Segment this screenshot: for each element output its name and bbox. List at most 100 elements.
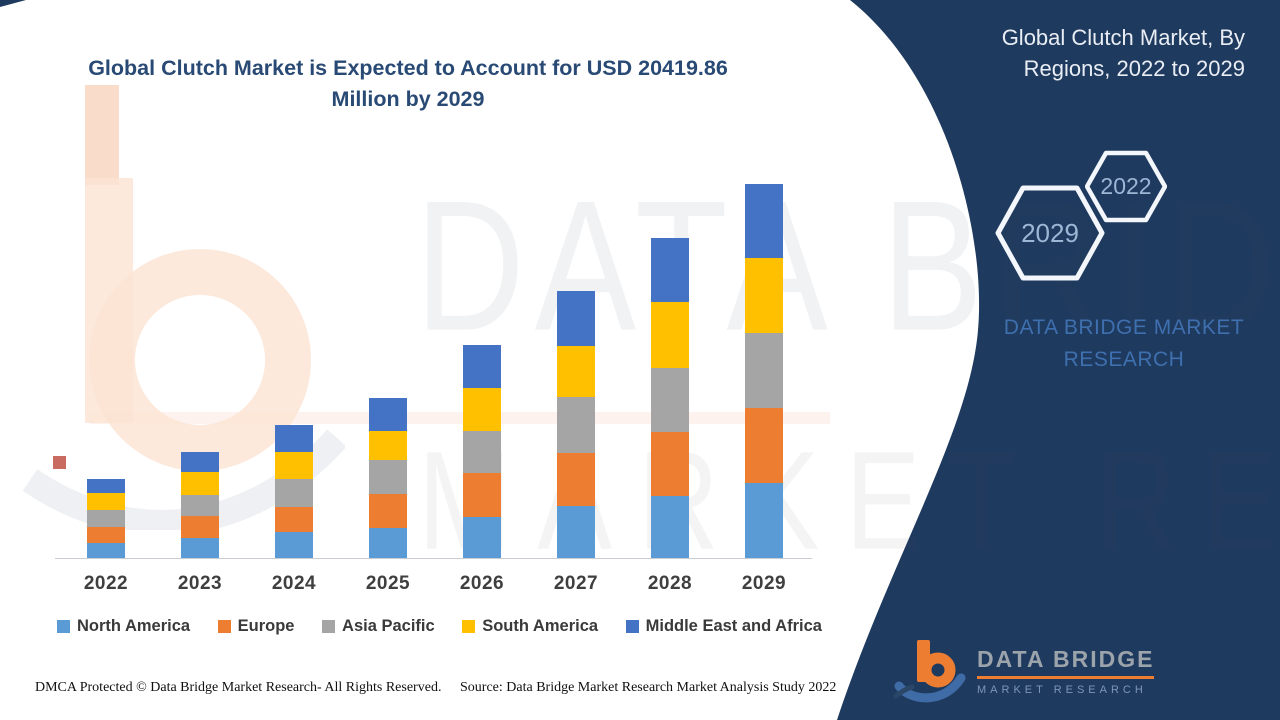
segment-middle-east-and-africa — [87, 479, 125, 493]
stacked-bar-2028 — [651, 238, 689, 558]
bar-column-2022: 2022 — [80, 178, 132, 595]
bar-area-2023 — [181, 178, 219, 558]
segment-south-america — [745, 258, 783, 333]
legend-item-asia-pacific: Asia Pacific — [322, 617, 435, 636]
x-axis-label-2022: 2022 — [83, 573, 129, 594]
corner-accent — [0, 0, 26, 7]
side-panel-background — [837, 0, 1280, 720]
segment-asia-pacific — [745, 333, 783, 408]
legend-swatch-europe — [217, 620, 231, 633]
bar-column-2024: 2024 — [268, 178, 320, 595]
bar-area-2022 — [87, 178, 125, 558]
legend-item-europe: Europe — [217, 617, 295, 636]
bar-column-2026: 2026 — [456, 178, 508, 595]
segment-europe — [463, 473, 501, 517]
legend-swatch-middle-east-and-africa — [625, 620, 639, 633]
hexagon-outline-icon — [1085, 150, 1167, 223]
segment-asia-pacific — [463, 431, 501, 473]
segment-south-america — [275, 452, 313, 479]
hexagon-badge-2022: 2022 — [1085, 150, 1167, 223]
segment-south-america — [463, 388, 501, 431]
bar-column-2028: 2028 — [644, 178, 696, 595]
legend-label-europe: Europe — [237, 617, 295, 635]
segment-south-america — [651, 302, 689, 368]
segment-north-america — [651, 496, 689, 558]
panel-brand-text: DATA BRIDGE MARKET RESEARCH — [1003, 316, 1245, 371]
data-bridge-logo-icon — [893, 640, 966, 703]
segment-north-america — [557, 506, 595, 558]
bar-area-2029 — [745, 178, 783, 558]
logo-sub-text: MARKET RESEARCH — [977, 684, 1147, 696]
logo-brand-text: DATA BRIDGE — [977, 646, 1155, 679]
segment-europe — [745, 408, 783, 483]
chart-headline: Global Clutch Market is Expected to Acco… — [88, 56, 728, 111]
bar-column-2023: 2023 — [174, 178, 226, 595]
segment-asia-pacific — [557, 397, 595, 453]
legend-label-south-america: South America — [482, 617, 599, 635]
x-axis-line — [55, 558, 812, 559]
x-axis-label-2029: 2029 — [741, 573, 787, 594]
stacked-bar-2022 — [87, 479, 125, 558]
bar-chart: 2022 2023 2024 2025 2026 2027 2028 2029 — [80, 178, 790, 595]
x-axis-label-2026: 2026 — [459, 573, 505, 594]
segment-south-america — [557, 346, 595, 397]
stacked-bar-2024 — [275, 425, 313, 558]
segment-europe — [181, 516, 219, 538]
segment-south-america — [181, 472, 219, 495]
segment-europe — [369, 494, 407, 528]
x-axis-label-2028: 2028 — [647, 573, 693, 594]
chart-legend: North America Europe Asia Pacific South Ame… — [57, 617, 822, 636]
segment-middle-east-and-africa — [745, 184, 783, 258]
segment-middle-east-and-africa — [181, 452, 219, 472]
bar-area-2025 — [369, 178, 407, 558]
legend-swatch-asia-pacific — [322, 620, 336, 633]
legend-label-middle-east-and-africa: Middle East and Africa — [645, 617, 822, 635]
bar-column-2027: 2027 — [550, 178, 602, 595]
hexagon-outline-icon — [995, 185, 1105, 281]
segment-middle-east-and-africa — [463, 345, 501, 388]
segment-asia-pacific — [651, 368, 689, 432]
segment-asia-pacific — [275, 479, 313, 507]
x-axis-label-2025: 2025 — [365, 573, 411, 594]
legend-item-north-america: North America — [57, 617, 190, 636]
segment-south-america — [369, 431, 407, 460]
hexagon-2022-label: 2022 — [1100, 173, 1152, 199]
bar-area-2024 — [275, 178, 313, 558]
stacked-bar-2023 — [181, 452, 219, 558]
x-axis-label-2024: 2024 — [271, 573, 317, 594]
x-axis-label-2023: 2023 — [177, 573, 223, 594]
segment-north-america — [745, 483, 783, 558]
source-note: Source: Data Bridge Market Research Mark… — [460, 680, 837, 695]
segment-north-america — [275, 532, 313, 558]
bar-column-2029: 2029 — [738, 178, 790, 595]
segment-middle-east-and-africa — [275, 425, 313, 452]
legend-label-north-america: North America — [77, 617, 191, 635]
hexagon-badge-2029: 2029 — [995, 184, 1105, 282]
segment-asia-pacific — [181, 495, 219, 516]
legend-item-middle-east-and-africa: Middle East and Africa — [625, 617, 822, 636]
legend-swatch-south-america — [462, 620, 476, 633]
legend-label-asia-pacific: Asia Pacific — [342, 617, 435, 635]
legend-item-south-america: South America — [462, 617, 598, 636]
segment-europe — [275, 507, 313, 532]
segment-asia-pacific — [87, 510, 125, 527]
segment-europe — [557, 453, 595, 506]
segment-middle-east-and-africa — [651, 238, 689, 302]
stacked-bar-2027 — [557, 291, 595, 558]
segment-europe — [87, 527, 125, 543]
bar-column-2025: 2025 — [362, 178, 414, 595]
segment-europe — [651, 432, 689, 496]
segment-north-america — [181, 538, 219, 558]
stacked-bar-2029 — [745, 184, 783, 558]
segment-south-america — [87, 493, 125, 510]
segment-middle-east-and-africa — [369, 398, 407, 431]
legend-swatch-north-america — [57, 620, 70, 633]
bar-area-2026 — [463, 178, 501, 558]
dmca-notice: DMCA Protected © Data Bridge Market Rese… — [35, 680, 442, 695]
segment-middle-east-and-africa — [557, 291, 595, 346]
bar-area-2028 — [651, 178, 689, 558]
bar-area-2027 — [557, 178, 595, 558]
stacked-bar-2026 — [463, 345, 501, 558]
segment-asia-pacific — [369, 460, 407, 494]
